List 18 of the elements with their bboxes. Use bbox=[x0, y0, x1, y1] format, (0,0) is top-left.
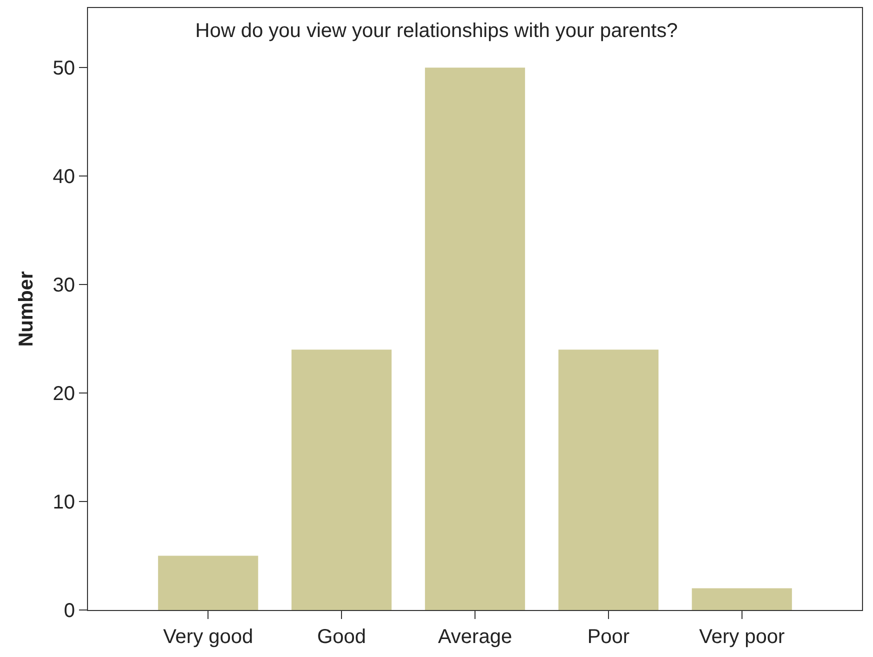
y-tick-label: 30 bbox=[52, 274, 75, 297]
bar bbox=[424, 68, 526, 610]
x-tick-label: Good bbox=[317, 626, 366, 648]
y-tick-label: 10 bbox=[52, 492, 75, 514]
x-tick-label: Very poor bbox=[699, 626, 786, 648]
bar bbox=[692, 588, 792, 610]
y-tick-label: 50 bbox=[52, 58, 75, 80]
bar bbox=[292, 350, 392, 610]
x-tick-label: Very good bbox=[163, 626, 254, 648]
y-tick-label: 20 bbox=[52, 383, 75, 406]
x-tick-label: Poor bbox=[587, 626, 630, 648]
y-tick-label: 0 bbox=[64, 600, 75, 622]
y-tick-label: 40 bbox=[52, 166, 75, 188]
text: How do you view your relationships with your parents? bbox=[195, 20, 678, 42]
bar bbox=[158, 556, 258, 610]
y-axis-title: Number bbox=[15, 271, 38, 347]
x-tick-label: Average bbox=[438, 626, 512, 648]
bar bbox=[558, 350, 658, 610]
